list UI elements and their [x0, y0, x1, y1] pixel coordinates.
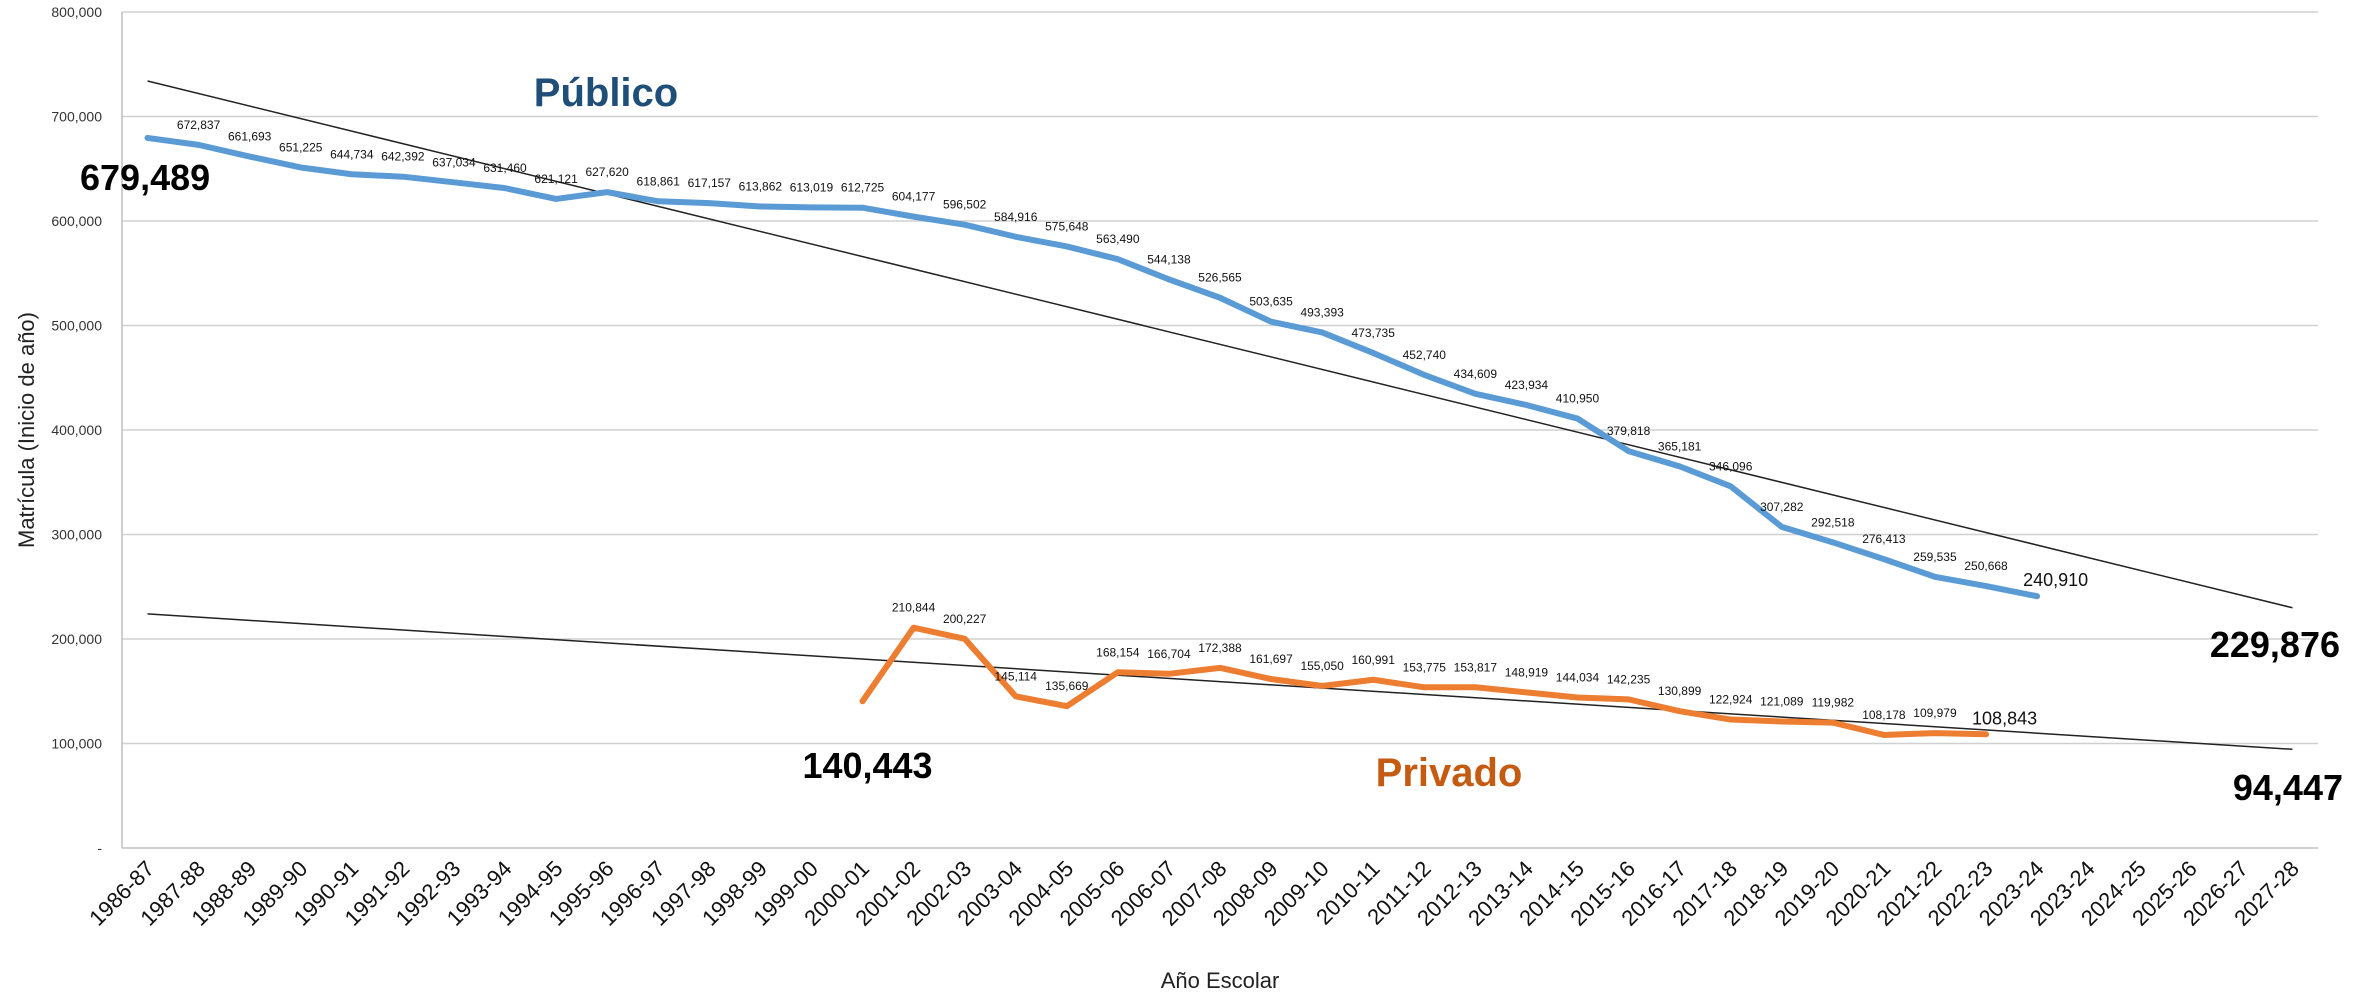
data-label: 526,565: [1198, 271, 1242, 285]
data-label: 122,924: [1709, 693, 1753, 707]
data-label: 160,991: [1352, 653, 1396, 667]
y-tick-label: 300,000: [51, 527, 102, 543]
data-label: 168,154: [1096, 645, 1140, 659]
data-label: 365,181: [1658, 439, 1702, 453]
data-label: 292,518: [1811, 515, 1855, 529]
annotations: Público Privado 229,876 94,447: [534, 71, 2343, 808]
data-label: 544,138: [1147, 252, 1191, 266]
data-label: 423,934: [1505, 378, 1549, 392]
data-label: 584,916: [994, 210, 1038, 224]
data-label: 210,844: [892, 601, 936, 615]
data-label: 142,235: [1607, 672, 1651, 686]
data-label: 161,697: [1249, 652, 1293, 666]
data-label: 172,388: [1198, 641, 1242, 655]
y-tick-label: 700,000: [51, 109, 102, 125]
data-label: 130,899: [1658, 684, 1702, 698]
data-label: 642,392: [381, 150, 425, 164]
y-axis-title: Matrícula (Inicio de año): [14, 312, 39, 548]
data-label: 148,919: [1505, 665, 1549, 679]
x-axis-title: Año Escolar: [1161, 968, 1280, 993]
x-axis-ticks: 1986-871987-881988-891989-901990-911991-…: [84, 856, 2304, 931]
data-label: 596,502: [943, 198, 987, 212]
data-labels: 679,489 672,837 661,693 651,225 644,734 642,3…: [80, 118, 2088, 786]
data-label: 627,620: [585, 165, 629, 179]
data-label: 259,535: [1913, 550, 1957, 564]
data-label: 109,979: [1913, 706, 1957, 720]
privado-series-line: [859, 624, 1990, 738]
publico-trend-end-label: 229,876: [2210, 624, 2340, 665]
trend-lines: [147, 80, 2293, 751]
publico-trend-line: [147, 80, 2293, 609]
publico-first-value-label: 679,489: [80, 157, 210, 198]
data-label: 563,490: [1096, 232, 1140, 246]
y-tick-label: 200,000: [51, 631, 102, 647]
y-tick-label: -: [97, 840, 102, 856]
data-label: 250,668: [1964, 559, 2008, 573]
data-label: 155,050: [1300, 659, 1344, 673]
data-label: 604,177: [892, 190, 936, 204]
data-label: 276,413: [1862, 532, 1906, 546]
gridlines: [121, 11, 2318, 849]
data-label: 166,704: [1147, 647, 1191, 661]
publico-series-line: [144, 134, 2041, 600]
publico-series-title: Público: [534, 71, 678, 115]
data-label: 434,609: [1454, 367, 1498, 381]
y-tick-label: 400,000: [51, 422, 102, 438]
privado-trend-line: [147, 613, 2293, 751]
data-label: 613,862: [739, 180, 783, 194]
data-label: 631,460: [483, 161, 527, 175]
y-tick-label: 100,000: [51, 736, 102, 752]
data-label: 503,635: [1249, 295, 1293, 309]
data-label: 612,725: [841, 181, 885, 195]
data-label: 452,740: [1403, 348, 1447, 362]
data-label: 621,121: [534, 172, 578, 186]
data-label: 145,114: [994, 669, 1037, 683]
data-label: 379,818: [1607, 424, 1651, 438]
data-label: 493,393: [1300, 305, 1344, 319]
data-label: 651,225: [279, 140, 323, 154]
data-label: 144,034: [1556, 670, 1600, 684]
data-label: 121,089: [1760, 694, 1804, 708]
data-label: 200,227: [943, 612, 987, 626]
data-label: 240,910: [2023, 570, 2088, 590]
data-label: 575,648: [1045, 219, 1089, 233]
data-label: 119,982: [1812, 696, 1855, 710]
privado-series-title: Privado: [1376, 751, 1523, 795]
data-label: 153,775: [1403, 660, 1447, 674]
data-label: 473,735: [1352, 326, 1396, 340]
y-axis-ticks: - 100,000 200,000 300,000 400,000 500,000 600,…: [51, 4, 102, 856]
data-label: 644,734: [330, 147, 374, 161]
data-label: 108,178: [1862, 708, 1906, 722]
data-label: 661,693: [228, 130, 272, 144]
data-label: 108,843: [1972, 708, 2037, 728]
data-label: 672,837: [177, 118, 221, 132]
data-label: 637,034: [432, 155, 476, 169]
privado-first-value-label: 140,443: [802, 745, 932, 786]
data-label: 618,861: [637, 174, 681, 188]
y-tick-label: 500,000: [51, 318, 102, 334]
privado-trend-end-label: 94,447: [2233, 767, 2343, 808]
data-label: 307,282: [1760, 500, 1804, 514]
series-lines: [144, 134, 2041, 738]
y-tick-label: 800,000: [51, 4, 102, 20]
data-label: 410,950: [1556, 392, 1600, 406]
data-label: 346,096: [1709, 459, 1753, 473]
data-label: 617,157: [688, 176, 732, 190]
data-label: 613,019: [790, 180, 834, 194]
data-label: 153,817: [1454, 660, 1498, 674]
data-label: 135,669: [1045, 679, 1089, 693]
y-tick-label: 600,000: [51, 213, 102, 229]
